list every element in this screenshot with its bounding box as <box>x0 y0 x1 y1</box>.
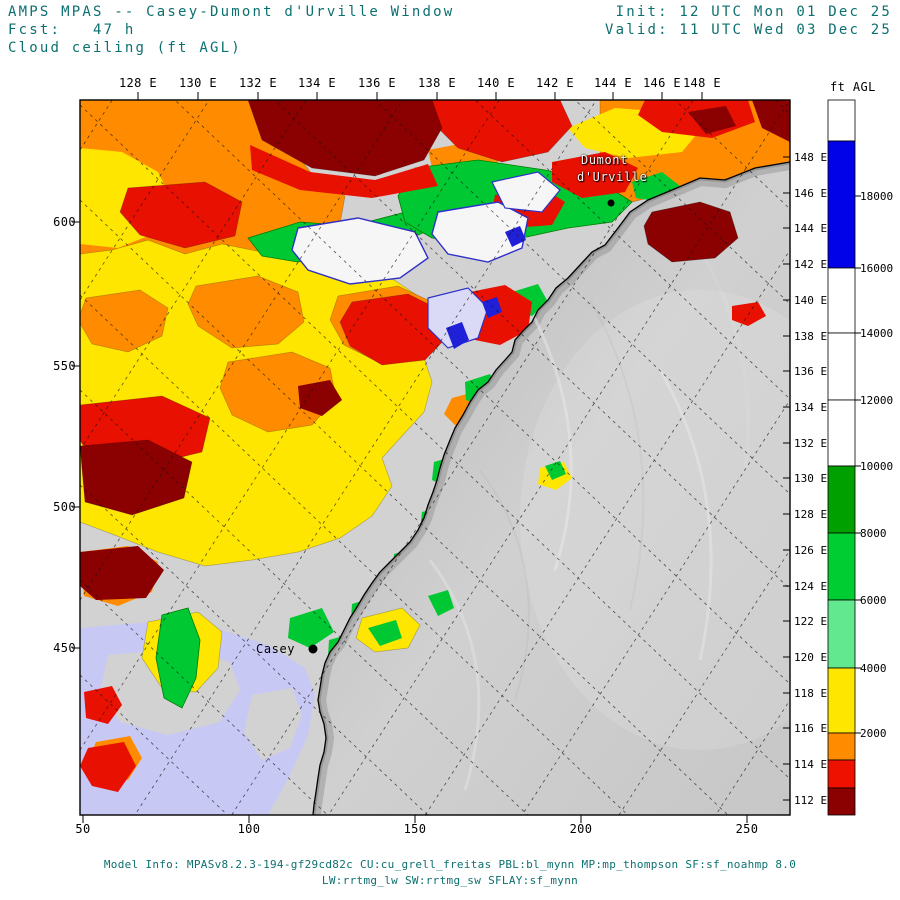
axis-label-right: 142 E <box>794 258 828 271</box>
axis-label-right: 120 E <box>794 651 828 664</box>
page-title: AMPS MPAS -- Casey-Dumont d'Urville Wind… <box>8 4 455 20</box>
map-border <box>79 99 791 816</box>
axis-label-left: 450 <box>53 641 76 655</box>
cloud-ceiling-field <box>80 100 790 815</box>
colorbar-tick-label: 12000 <box>860 394 894 407</box>
axis-label-left: 500 <box>53 500 76 514</box>
colorbar-tick-label: 2000 <box>860 727 887 740</box>
axis-label-top: 132 E <box>238 76 278 90</box>
axis-label-right: 148 E <box>794 151 828 164</box>
colorbar-tick-label: 18000 <box>860 190 894 203</box>
axis-label-right: 130 E <box>794 472 828 485</box>
init-time: Init: 12 UTC Mon 01 Dec 25 <box>615 4 892 20</box>
axis-label-right: 140 E <box>794 294 828 307</box>
colorbar-tick-label: 10000 <box>860 460 894 473</box>
axis-label-bottom: 50 <box>75 822 91 836</box>
axis-label-right: 136 E <box>794 365 828 378</box>
axis-label-top: 142 E <box>535 76 575 90</box>
axis-label-top: 138 E <box>417 76 457 90</box>
axis-label-top: 136 E <box>357 76 397 90</box>
colorbar-tick-label: 6000 <box>860 594 887 607</box>
axis-label-bottom: 200 <box>569 822 593 836</box>
colorbar-tick-label: 14000 <box>860 327 894 340</box>
axis-label-right: 114 E <box>794 758 828 771</box>
axis-label-top: 130 E <box>178 76 218 90</box>
graticule <box>80 100 790 815</box>
axis-label-left: 600 <box>53 215 76 229</box>
axis-label-right: 134 E <box>794 401 828 414</box>
axis-label-top: 148 E <box>682 76 722 90</box>
axis-label-top: 140 E <box>476 76 516 90</box>
axis-label-right: 126 E <box>794 544 828 557</box>
axis-label-bottom: 250 <box>735 822 759 836</box>
colorbar-tick-label: 16000 <box>860 262 894 275</box>
station-label-dumont-line1: Dumont <box>581 153 628 167</box>
axis-label-top: 128 E <box>118 76 158 90</box>
axis-label-right: 146 E <box>794 187 828 200</box>
axis-label-right: 118 E <box>794 687 828 700</box>
station-label-dumont-line2: d'Urville <box>577 170 648 184</box>
colorbar-tick-label: 8000 <box>860 527 887 540</box>
product-name: Cloud ceiling (ft AGL) <box>8 40 242 56</box>
axis-label-bottom: 150 <box>403 822 427 836</box>
station-label-casey: Casey <box>256 642 296 656</box>
model-info-line2: LW:rrtmg_lw SW:rrtmg_sw SFLAY:sf_mynn <box>321 874 579 887</box>
station-marker-dumont <box>607 199 615 207</box>
axis-label-right: 116 E <box>794 722 828 735</box>
axis-label-right: 122 E <box>794 615 828 628</box>
axis-label-right: 128 E <box>794 508 828 521</box>
station-marker-casey <box>308 644 318 654</box>
axis-label-right: 124 E <box>794 580 828 593</box>
axis-label-top: 134 E <box>297 76 337 90</box>
axis-label-top: 146 E <box>642 76 682 90</box>
axis-label-bottom: 100 <box>237 822 261 836</box>
axis-label-left: 550 <box>53 359 76 373</box>
axis-label-right: 144 E <box>794 222 828 235</box>
colorbar-units: ft AGL <box>830 80 876 94</box>
axis-label-top: 144 E <box>593 76 633 90</box>
axis-label-right: 132 E <box>794 437 828 450</box>
colorbar <box>827 99 861 816</box>
axis-label-right: 138 E <box>794 330 828 343</box>
forecast-hour: Fcst: 47 h <box>8 22 136 38</box>
axis-ticks <box>72 92 790 823</box>
axis-label-right: 112 E <box>794 794 828 807</box>
coastline <box>312 161 790 815</box>
colorbar-tick-label: 4000 <box>860 662 887 675</box>
model-info-line1: Model Info: MPASv8.2.3-194-gf29cd82c CU:… <box>103 858 797 871</box>
valid-time: Valid: 11 UTC Wed 03 Dec 25 <box>605 22 892 38</box>
